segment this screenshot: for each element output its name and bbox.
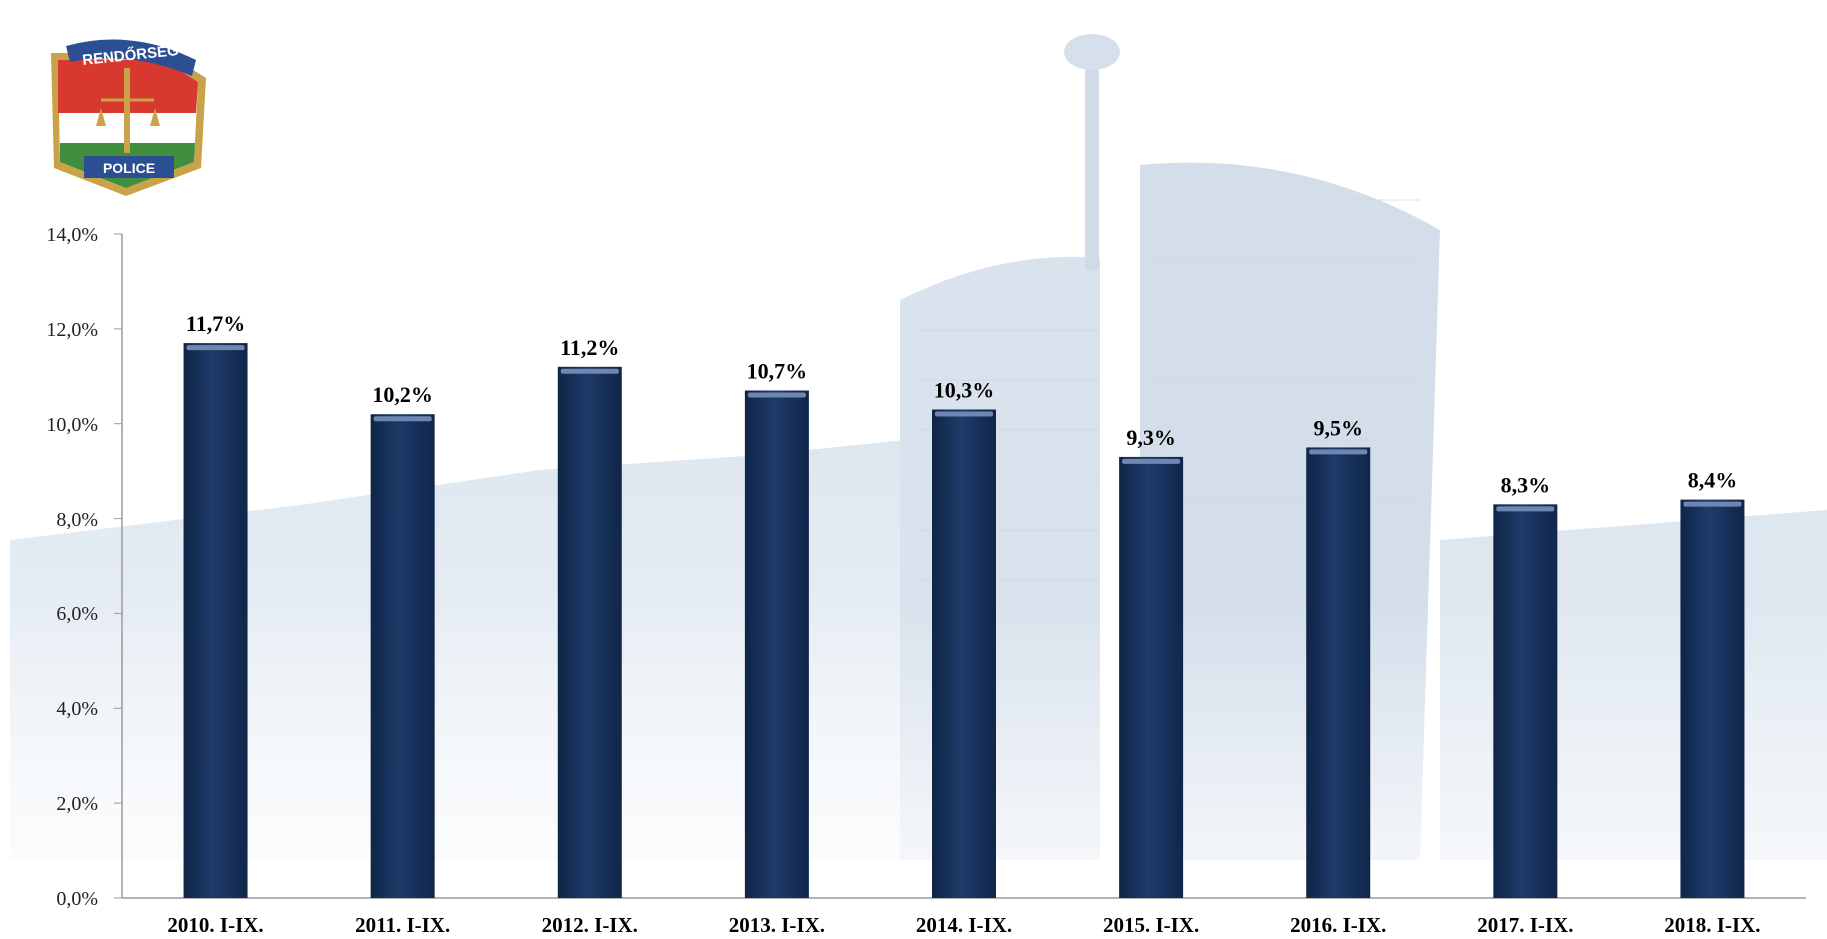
bar (1119, 456, 1184, 898)
bar-data-label: 11,7% (186, 311, 245, 336)
logo-bottom-text: POLICE (103, 160, 155, 176)
y-tick-label: 6,0% (56, 603, 98, 625)
bar-data-label: 8,4% (1688, 468, 1738, 493)
x-category-label: 2010. I-IX. (167, 913, 263, 937)
x-category-label: 2011. I-IX. (355, 913, 450, 937)
y-tick-label: 8,0% (56, 509, 98, 531)
bar-data-label: 8,3% (1501, 472, 1551, 497)
bar (932, 409, 996, 898)
x-category-label: 2016. I-IX. (1290, 913, 1386, 937)
bar-top-highlight (1122, 458, 1181, 464)
bar (1680, 499, 1745, 898)
bar-data-label: 10,7% (747, 359, 808, 384)
bar-data-label: 10,2% (372, 382, 433, 407)
bar (183, 343, 248, 899)
bar-data-label: 9,3% (1126, 425, 1176, 450)
bar-data-label: 10,3% (934, 377, 995, 402)
bar-top-highlight (373, 416, 432, 422)
y-tick-label: 12,0% (46, 319, 98, 341)
bar-top-highlight (747, 392, 806, 398)
bar-series: 11,7% 2010. I-IX. 10,2% 2011. I-IX. 11,2% 201… (167, 311, 1760, 937)
bar-top-highlight (1309, 449, 1368, 455)
y-tick-label: 14,0% (46, 224, 98, 246)
y-tick-label: 10,0% (46, 414, 98, 436)
bar-top-highlight (186, 345, 245, 351)
police-logo: RENDŐRSÉG POLICE (51, 39, 206, 196)
bar (557, 366, 622, 898)
bar-top-highlight (1496, 506, 1555, 512)
bar (370, 414, 435, 898)
bar-data-label: 9,5% (1313, 415, 1363, 440)
y-axis-ticks: 0,0% 2,0% 4,0% 6,0% 8,0% 10,0% 12,0% 14,… (46, 224, 122, 910)
bar-top-highlight (560, 368, 619, 374)
bar (1493, 504, 1558, 898)
bar (744, 390, 809, 898)
bar-top-highlight (1683, 501, 1742, 507)
x-category-label: 2012. I-IX. (542, 913, 638, 937)
x-category-label: 2014. I-IX. (916, 913, 1012, 937)
bar-top-highlight (935, 411, 993, 417)
y-tick-label: 0,0% (56, 888, 98, 910)
y-tick-label: 2,0% (56, 793, 98, 815)
x-category-label: 2013. I-IX. (729, 913, 825, 937)
x-category-label: 2015. I-IX. (1103, 913, 1199, 937)
x-category-label: 2018. I-IX. (1664, 913, 1760, 937)
y-tick-label: 4,0% (56, 698, 98, 720)
x-category-label: 2017. I-IX. (1477, 913, 1573, 937)
bar-data-label: 11,2% (560, 335, 619, 360)
bar (1306, 447, 1371, 898)
